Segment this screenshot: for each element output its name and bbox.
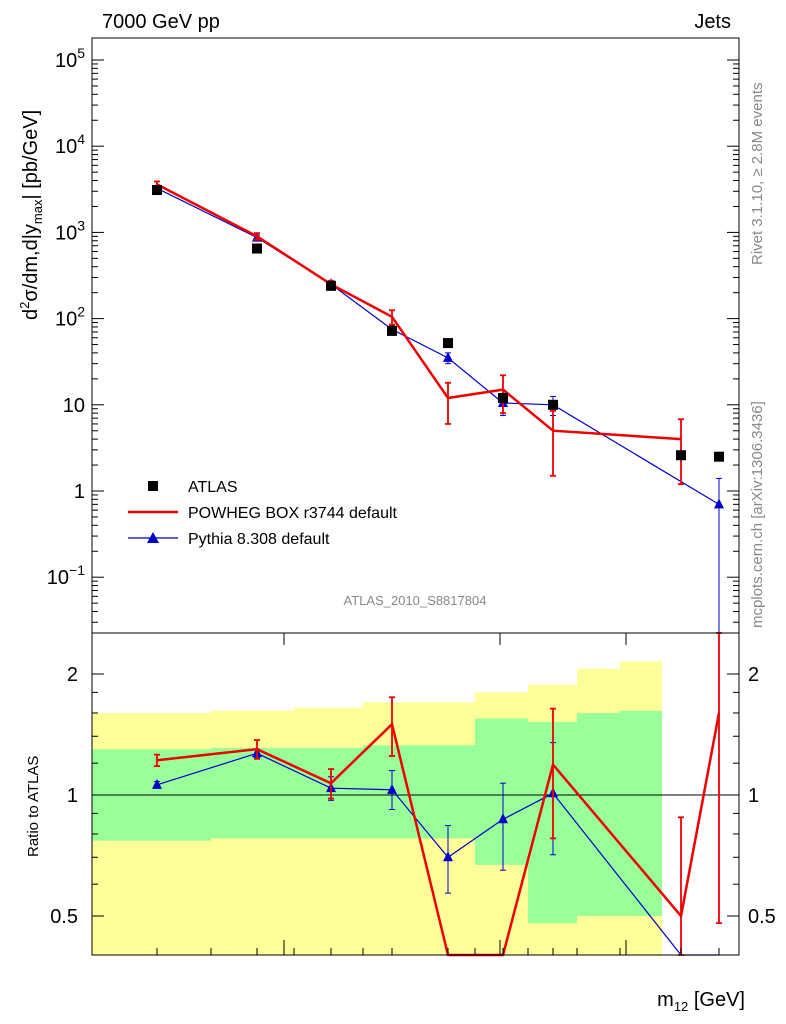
ratio-tick-label-left-1: 1 — [67, 785, 78, 807]
mcplots-label: mcplots.cern.ch [arXiv:1306.3436] — [749, 401, 766, 628]
legend-pythia-marker — [147, 532, 159, 543]
legend-powheg-label: POWHEG BOX r3744 default — [188, 505, 398, 522]
main-atlas-point-4 — [443, 338, 453, 349]
main-powheg-line — [156, 183, 682, 441]
y-tick-label-0: 105 — [55, 45, 85, 72]
ratio-tick-label-right-2: 2 — [748, 664, 759, 686]
x-axis-label: m12 [GeV] — [657, 989, 745, 1014]
main-atlas-point-6 — [548, 399, 558, 410]
ratio-tick-label-left-0: 0.5 — [50, 906, 78, 928]
main-atlas-point-5 — [498, 392, 508, 403]
main-pythia-point-8 — [714, 498, 724, 509]
main-atlas-point-3 — [387, 325, 397, 336]
main-plot-layer — [152, 180, 724, 634]
legend: ATLAS POWHEG BOX r3744 default Pythia 8.… — [128, 479, 398, 548]
main-atlas-point-2 — [326, 280, 336, 291]
ratio-bands — [92, 661, 739, 955]
ratio-pythia-point-0 — [152, 778, 162, 789]
y-tick-label-3: 102 — [55, 304, 85, 331]
y-tick-label-6: 10−1 — [47, 562, 85, 589]
main-atlas-point-0 — [152, 185, 162, 196]
main-atlas-point-1 — [252, 243, 262, 254]
main-atlas-point-7 — [676, 450, 686, 461]
analysis-id: ATLAS_2010_S8817804 — [344, 593, 487, 608]
main-pythia-line — [156, 187, 720, 505]
y-tick-label-2: 103 — [55, 217, 85, 244]
ratio-pythia-point-4 — [443, 851, 453, 862]
y-tick-label-4: 10 — [63, 395, 85, 417]
ratio-tick-label-right-0: 0.5 — [748, 906, 776, 928]
green-band-4 — [475, 718, 528, 865]
header-left: 7000 GeV pp — [102, 11, 220, 33]
green-band-6 — [577, 712, 620, 916]
green-band-7 — [620, 710, 662, 916]
ratio-frame — [91, 632, 740, 956]
legend-atlas-marker — [148, 481, 158, 491]
ratio-pythia-point-3 — [387, 783, 397, 794]
main-pythia-point-4 — [443, 351, 453, 362]
y-tick-label-5: 1 — [74, 481, 85, 503]
main-atlas-point-8 — [714, 451, 724, 462]
y-axis-label-ratio: Ratio to ATLAS — [25, 756, 42, 857]
ratio-pythia-point-5 — [498, 813, 508, 824]
y-axis-label-main: d2σ/dm,d|ymax| [pb/GeV] — [17, 110, 45, 320]
green-band-3 — [363, 745, 475, 839]
ratio-tick-label-right-1: 1 — [748, 785, 759, 807]
y-tick-label-1: 104 — [55, 131, 85, 158]
legend-pythia-label: Pythia 8.308 default — [188, 531, 330, 548]
ratio-tick-label-left-2: 2 — [67, 664, 78, 686]
rivet-label: Rivet 3.1.10, ≥ 2.8M events — [749, 83, 766, 266]
header-right: Jets — [694, 11, 731, 33]
legend-atlas-label: ATLAS — [188, 479, 238, 496]
